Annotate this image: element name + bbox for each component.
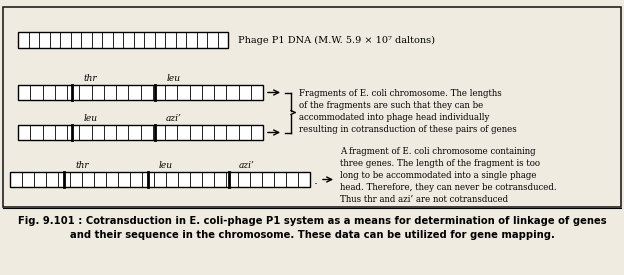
Text: .: . xyxy=(314,174,318,187)
Bar xyxy=(18,125,263,140)
Bar xyxy=(3,7,621,207)
Bar xyxy=(18,85,263,100)
Text: azi’: azi’ xyxy=(239,161,255,170)
Text: and their sequence in the chromosome. These data can be utilized for gene mappin: and their sequence in the chromosome. Th… xyxy=(69,230,555,240)
Text: leu: leu xyxy=(167,74,180,83)
Text: thr: thr xyxy=(75,161,89,170)
Text: Phage P1 DNA (M.W. 5.9 × 10⁷ daltons): Phage P1 DNA (M.W. 5.9 × 10⁷ daltons) xyxy=(238,35,435,45)
Text: thr: thr xyxy=(84,74,97,83)
Text: leu: leu xyxy=(83,114,97,123)
Text: A fragment of E. coli chromosome containing
three genes. The length of the fragm: A fragment of E. coli chromosome contain… xyxy=(340,147,557,204)
Text: Fragments of E. coli chromosome. The lengths
of the fragments are such that they: Fragments of E. coli chromosome. The len… xyxy=(299,89,517,134)
Text: azi’: azi’ xyxy=(165,114,182,123)
Text: leu: leu xyxy=(159,161,173,170)
Bar xyxy=(18,32,228,48)
Text: Fig. 9.101 : Cotransduction in E. coli-phage P1 system as a means for determinat: Fig. 9.101 : Cotransduction in E. coli-p… xyxy=(17,216,607,226)
Bar xyxy=(10,172,310,187)
